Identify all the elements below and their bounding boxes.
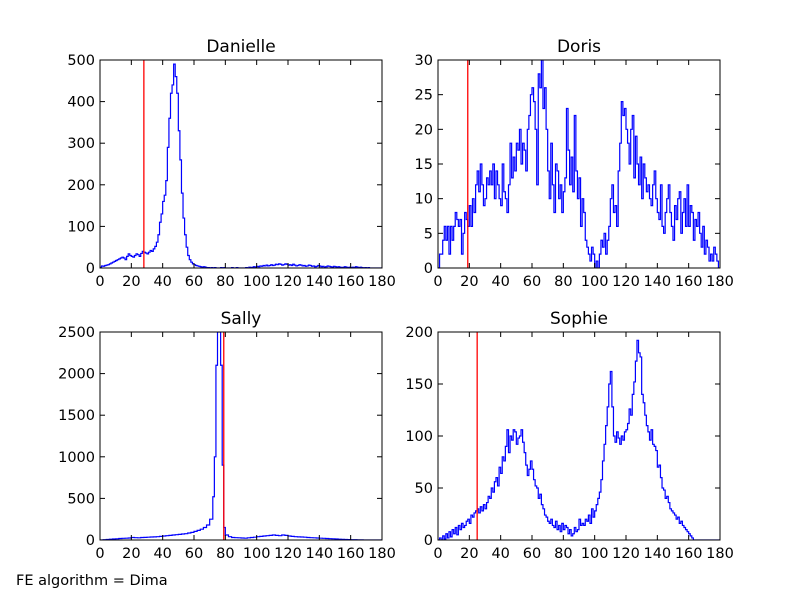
x-tick-label: 100 [581, 546, 609, 562]
y-tick-label: 15 [415, 157, 433, 173]
subplot-doris: Doris 0 20 40 60 80 100 120 140 160 180 0 5 10 15 20 25 3… [415, 37, 734, 290]
x-tick-label: 120 [612, 274, 640, 290]
x-tick-label: 160 [337, 546, 365, 562]
x-tick-label: 160 [675, 274, 703, 290]
histogram-series [438, 339, 720, 540]
histogram-series [100, 332, 382, 540]
footer-caption: FE algorithm = Dima [16, 573, 168, 589]
x-tick-label: 40 [153, 274, 171, 290]
x-tick-label: 100 [581, 274, 609, 290]
x-tick-label: 140 [643, 274, 671, 290]
y-tick-label: 500 [67, 491, 95, 507]
x-tick-label: 0 [95, 274, 104, 290]
y-tick-label: 0 [86, 261, 95, 277]
x-tick-label: 160 [337, 274, 365, 290]
y-tick-label: 0 [424, 533, 433, 549]
y-tick-label: 2000 [58, 367, 95, 383]
y-tick-label: 200 [405, 325, 433, 341]
x-tick-label: 20 [460, 274, 478, 290]
axes-frame [99, 331, 383, 541]
histogram-series [438, 60, 720, 268]
x-tick-label: 120 [274, 546, 302, 562]
x-tick-label: 140 [643, 546, 671, 562]
x-tick-label: 60 [523, 274, 541, 290]
x-tick-label: 120 [274, 274, 302, 290]
x-tick-label: 140 [305, 274, 333, 290]
x-tick-label: 180 [706, 546, 734, 562]
x-tick-label: 40 [491, 546, 509, 562]
y-tick-label: 1000 [58, 450, 95, 466]
x-tick-label: 20 [460, 546, 478, 562]
y-tick-label: 20 [415, 122, 433, 138]
x-tick-label: 0 [433, 546, 442, 562]
x-tick-label: 80 [554, 546, 572, 562]
subplot-title: Danielle [206, 37, 275, 57]
y-tick-label: 150 [405, 377, 433, 393]
y-tick-label: 50 [415, 481, 433, 497]
x-tick-label: 180 [368, 546, 396, 562]
x-tick-label: 40 [153, 546, 171, 562]
x-tick-label: 60 [185, 274, 203, 290]
y-tick-label: 500 [67, 53, 95, 69]
x-tick-label: 160 [675, 546, 703, 562]
y-tick-label: 0 [86, 533, 95, 549]
x-tick-label: 180 [368, 274, 396, 290]
y-tick-label: 200 [67, 178, 95, 194]
x-tick-label: 80 [216, 546, 234, 562]
y-tick-label: 30 [415, 53, 433, 69]
axes-frame [99, 59, 383, 269]
x-tick-label: 60 [185, 546, 203, 562]
histogram-series [100, 63, 382, 268]
x-tick-label: 80 [216, 274, 234, 290]
subplot-title: Doris [557, 37, 601, 57]
x-tick-label: 100 [243, 274, 271, 290]
y-tick-label: 100 [67, 219, 95, 235]
x-tick-label: 40 [491, 274, 509, 290]
y-tick-label: 5 [424, 226, 433, 242]
x-tick-label: 0 [95, 546, 104, 562]
y-tick-label: 25 [415, 88, 433, 104]
y-tick-label: 0 [424, 261, 433, 277]
y-tick-label: 300 [67, 136, 95, 152]
y-tick-label: 1500 [58, 408, 95, 424]
y-tick-label: 2500 [58, 325, 95, 341]
x-tick-label: 20 [122, 274, 140, 290]
x-tick-label: 0 [433, 274, 442, 290]
y-tick-label: 400 [67, 95, 95, 111]
x-tick-label: 100 [243, 546, 271, 562]
x-tick-label: 140 [305, 546, 333, 562]
x-tick-label: 80 [554, 274, 572, 290]
y-tick-label: 100 [405, 429, 433, 445]
x-tick-label: 60 [523, 546, 541, 562]
x-tick-label: 180 [706, 274, 734, 290]
y-tick-label: 10 [415, 192, 433, 208]
x-tick-label: 120 [612, 546, 640, 562]
subplot-sally: Sally 0 20 40 60 80 100 120 140 160 180 0 500 1000 150… [58, 309, 396, 562]
x-tick-label: 20 [122, 546, 140, 562]
subplot-title: Sally [221, 309, 262, 329]
subplot-title: Sophie [550, 309, 608, 329]
